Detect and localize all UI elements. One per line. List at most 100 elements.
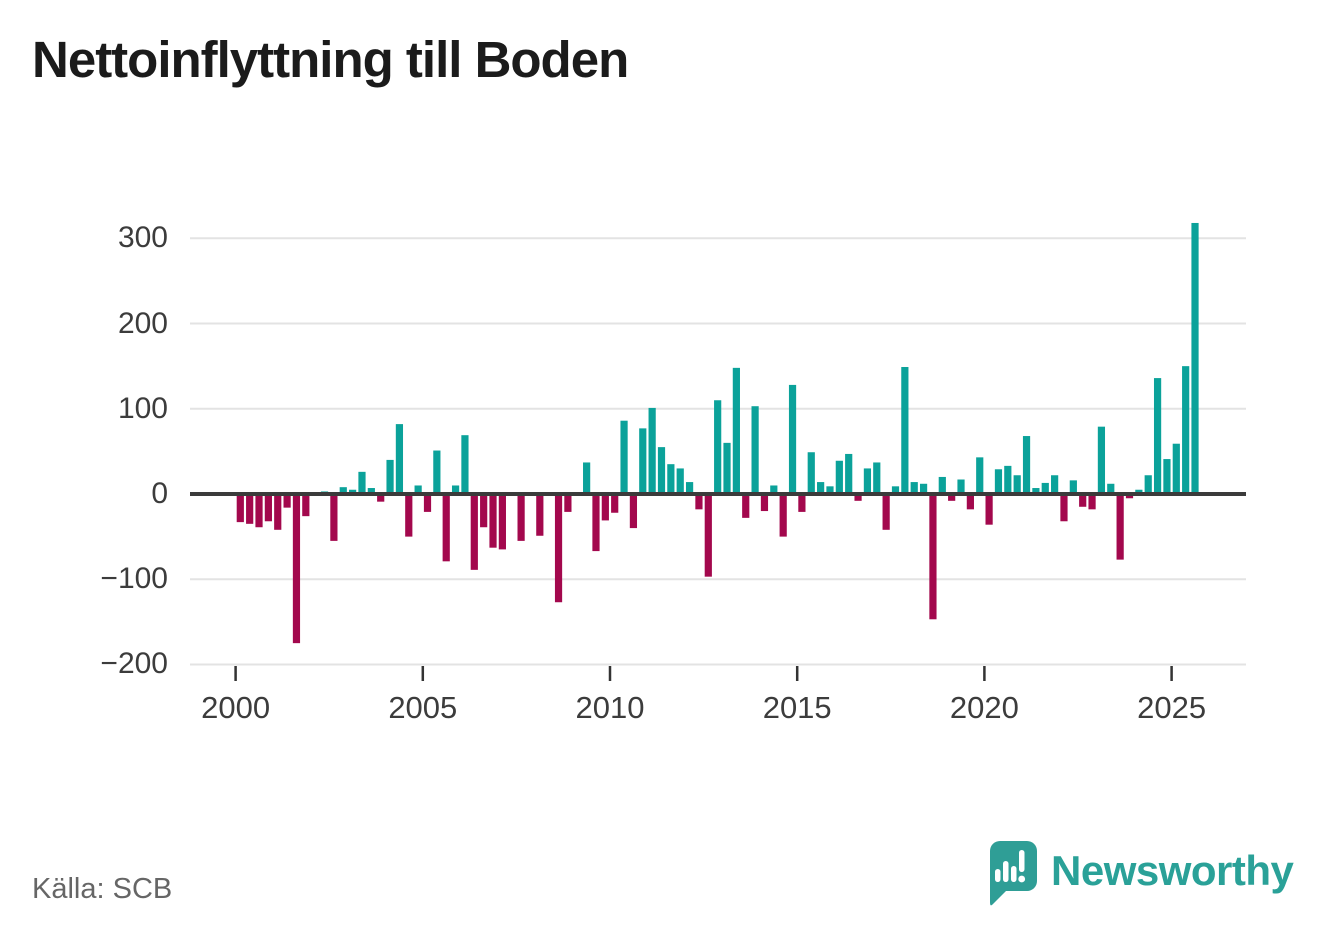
bar-2008Q3 <box>554 494 563 603</box>
bar-2021Q1 <box>1022 436 1031 494</box>
bar-2010Q2 <box>620 420 628 494</box>
bar-2020Q2 <box>994 469 1003 494</box>
bar-2022Q3 <box>1079 494 1087 507</box>
bar-2006Q2 <box>470 494 478 570</box>
bar-2006Q3 <box>480 494 488 528</box>
bar-2000Q3 <box>255 494 263 528</box>
x-axis-label-2010: 2010 <box>575 690 645 725</box>
bar-2016Q3 <box>854 494 862 501</box>
bar-2005Q4 <box>451 485 460 494</box>
bar-2017Q4 <box>901 367 909 494</box>
bar-2018Q3 <box>929 494 937 620</box>
bar-2017Q2 <box>882 494 890 530</box>
bars <box>236 222 1199 644</box>
bar-2020Q4 <box>1013 475 1021 494</box>
bar-2003Q4 <box>377 494 385 502</box>
bar-2025Q1 <box>1172 443 1180 494</box>
bar-2023Q1 <box>1097 426 1106 494</box>
bar-2016Q2 <box>845 453 853 494</box>
x-tick-mark <box>421 666 425 681</box>
bar-2006Q1 <box>461 435 469 494</box>
x-axis-label-2005: 2005 <box>388 690 458 725</box>
newsworthy-logo: Newsworthy <box>981 840 1294 906</box>
bar-2005Q2 <box>433 450 441 494</box>
bar-2022Q4 <box>1088 494 1096 510</box>
bar-2022Q1 <box>1060 494 1068 522</box>
x-axis-label-2020: 2020 <box>949 690 1019 725</box>
bar-2012Q2 <box>695 494 703 510</box>
y-axis-label--200: −200 <box>100 647 168 681</box>
bar-2014Q1 <box>760 494 769 512</box>
x-tick-mark <box>234 666 237 681</box>
bar-2015Q2 <box>807 452 815 494</box>
bar-2004Q3 <box>405 494 413 537</box>
bar-2018Q1 <box>910 482 918 494</box>
bar-2019Q3 <box>966 494 974 510</box>
y-axis-label--100: −100 <box>100 562 168 596</box>
bar-2011Q4 <box>676 468 684 494</box>
x-axis-label-2015: 2015 <box>762 690 832 725</box>
y-axis-label-300: 300 <box>117 221 168 255</box>
bar-2016Q4 <box>863 468 872 494</box>
bar-2024Q2 <box>1144 475 1152 494</box>
bar-2023Q4 <box>1125 494 1134 499</box>
y-axis-label-0: 0 <box>151 477 168 510</box>
bar-2021Q4 <box>1051 475 1059 494</box>
bar-2019Q1 <box>948 494 956 501</box>
bar-2011Q3 <box>667 464 675 494</box>
bar-2005Q1 <box>423 494 432 512</box>
bar-2006Q4 <box>489 494 497 548</box>
bar-2010Q4 <box>639 428 647 494</box>
x-tick-mark <box>1170 666 1173 681</box>
bar-2001Q2 <box>283 494 291 508</box>
x-axis-label-2025: 2025 <box>1137 690 1207 725</box>
bar-2010Q3 <box>629 494 638 529</box>
bar-2011Q1 <box>648 407 656 494</box>
axis-lines <box>190 492 1246 681</box>
bar-2005Q3 <box>442 494 450 562</box>
bar-2014Q2 <box>770 485 778 494</box>
bar-2003Q1 <box>349 489 357 494</box>
bar-2002Q3 <box>330 494 338 541</box>
bar-2008Q4 <box>564 494 572 512</box>
bar-2002Q4 <box>339 487 347 494</box>
bar-2017Q1 <box>873 462 881 494</box>
bar-2022Q2 <box>1069 480 1077 494</box>
bar-2012Q1 <box>685 482 694 494</box>
bar-2015Q1 <box>798 494 806 512</box>
bar-2015Q4 <box>826 486 834 494</box>
chart-title: Nettoinflyttning till Boden <box>32 31 629 88</box>
bar-2012Q3 <box>704 494 712 577</box>
bar-2001Q1 <box>274 494 282 530</box>
y-axis-label-100: 100 <box>117 391 168 425</box>
newsworthy-logo-icon <box>990 841 1037 906</box>
bar-2009Q2 <box>583 462 591 494</box>
bar-2024Q4 <box>1163 459 1171 494</box>
bar-2001Q3 <box>292 494 301 644</box>
x-tick-mark <box>795 666 799 681</box>
bar-2011Q2 <box>657 447 666 494</box>
bar-2009Q4 <box>601 494 609 521</box>
bar-2025Q2 <box>1182 366 1190 494</box>
bar-2019Q4 <box>976 457 984 494</box>
bar-2023Q2 <box>1107 483 1115 494</box>
bar-2015Q3 <box>817 482 825 494</box>
bar-2020Q1 <box>985 494 993 525</box>
bar-2003Q2 <box>358 471 366 494</box>
logo-bars-icon <box>995 850 1026 883</box>
bar-2000Q2 <box>246 494 254 524</box>
bar-2009Q3 <box>592 494 600 552</box>
bar-2018Q4 <box>938 476 946 494</box>
bar-2004Q1 <box>386 459 394 494</box>
bar-2014Q4 <box>788 384 797 494</box>
bar-2013Q1 <box>723 442 731 494</box>
bar-2007Q1 <box>498 494 506 550</box>
bar-2021Q2 <box>1032 488 1040 494</box>
bar-2024Q3 <box>1153 378 1162 494</box>
x-axis-label-2000: 2000 <box>201 690 271 725</box>
source-label: Källa: SCB <box>32 873 173 905</box>
bar-2001Q4 <box>302 494 310 517</box>
bar-2000Q1 <box>236 494 244 523</box>
bar-2025Q3 <box>1191 222 1199 494</box>
